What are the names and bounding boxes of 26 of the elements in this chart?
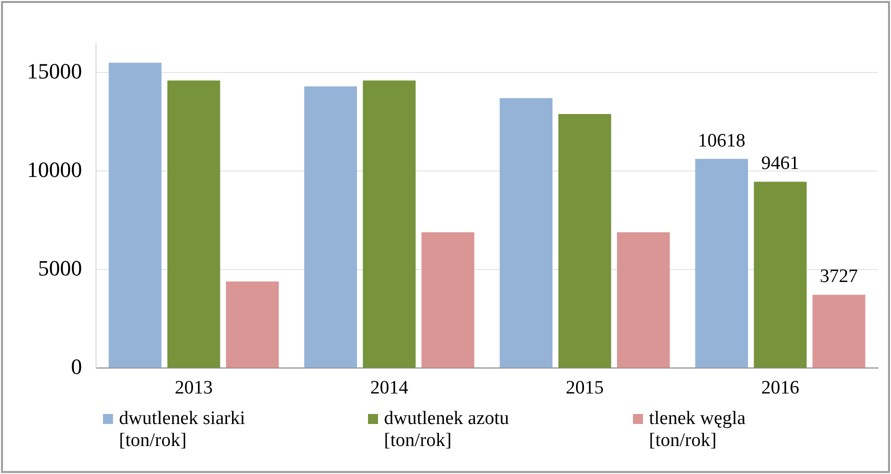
bar: [617, 232, 670, 368]
legend-label: tlenek węgla [ton/rok]: [649, 408, 747, 452]
y-tick-label: 0: [71, 354, 82, 379]
bar: [304, 86, 357, 368]
bar: [812, 294, 866, 368]
bar: [226, 281, 279, 368]
y-tick-label: 15000: [27, 58, 82, 84]
bar: [500, 98, 552, 368]
y-tick-label: 5000: [38, 255, 82, 280]
y-tick-label: 10000: [27, 156, 82, 182]
bar: [558, 114, 612, 368]
bar: [108, 62, 162, 368]
bar: [362, 80, 416, 368]
x-tick-label: 2015: [566, 378, 604, 399]
x-tick-label: 2016: [761, 378, 800, 399]
x-tick-label: 2014: [370, 378, 409, 399]
bar: [754, 182, 807, 368]
x-tick-label: 2013: [174, 378, 213, 399]
bar: [422, 232, 474, 368]
bar: [167, 80, 220, 368]
legend-label: dwutlenek azotu [ton/rok]: [384, 408, 510, 452]
data-label: 3727: [820, 266, 858, 288]
legend-label: dwutlenek siarki [ton/rok]: [119, 408, 246, 452]
data-label: 10618: [698, 130, 746, 152]
data-label: 9461: [761, 153, 800, 174]
bar: [695, 158, 748, 368]
